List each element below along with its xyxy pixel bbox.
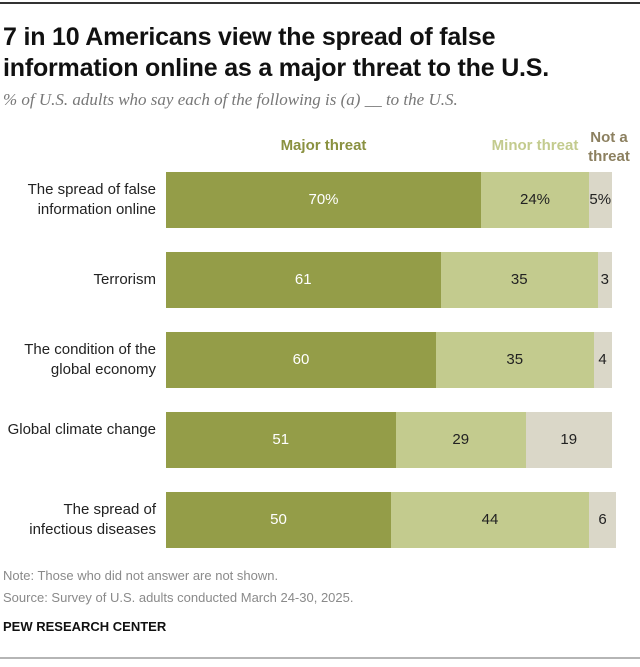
data-label: 19 [560,431,578,448]
bar-segment-not-a-threat [526,412,612,468]
bar-segment-minor-threat [391,492,589,548]
category-label: The condition of the global economy [24,341,156,378]
top-rule [0,2,640,4]
bar-segment-not-a-threat [589,492,616,548]
bar-segment-major-threat [166,492,391,548]
pew-logo-text: PEW RESEARCH CENTER [3,619,167,634]
legend-major-threat: Major threat [280,137,367,154]
chart-title: 7 in 10 Americans view the spread of fal… [3,23,550,82]
bar-segment-major-threat [166,332,436,388]
category-label: The spread of infectious diseases [29,501,156,538]
note: Note: Those who did not answer are not s… [3,568,279,583]
data-label: 24% [519,191,551,208]
legend-not-a-threat: Not a threat [588,129,630,165]
bar-segment-minor-threat [440,252,598,308]
bar-segment-not-a-threat [598,252,612,308]
bar-segment-not-a-threat [593,332,612,388]
category-label: Global climate change [7,421,156,438]
category-label: The spread of false information online [27,181,156,218]
legend-minor-threat: Minor threat [491,137,579,154]
data-label: 5% [589,191,612,208]
data-label: 4 [598,351,607,368]
data-label: 50 [270,511,287,528]
data-label: 29 [452,431,470,448]
data-label: 35 [506,351,524,368]
data-label: 60 [292,351,310,368]
bar-segment-minor-threat [481,172,589,228]
source: Source: Survey of U.S. adults conducted … [3,590,354,605]
bar-segment-major-threat [166,412,396,468]
bottom-rule [0,657,640,659]
data-label: 35 [510,271,528,288]
bar-segment-minor-threat [436,332,594,388]
data-label: 51 [272,431,290,448]
data-label: 70% [308,191,339,208]
bar-segment-not-a-threat [589,172,612,228]
bar-segment-major-threat [166,252,441,308]
bar-segment-major-threat [166,172,481,228]
category-label: Terrorism [93,271,157,288]
chart-subtitle: % of U.S. adults who say each of the fol… [3,90,458,109]
bar-segment-minor-threat [395,412,526,468]
data-label: 44 [481,511,499,528]
data-label: 61 [294,271,312,288]
data-label: 6 [598,511,607,528]
data-label: 3 [600,271,609,288]
